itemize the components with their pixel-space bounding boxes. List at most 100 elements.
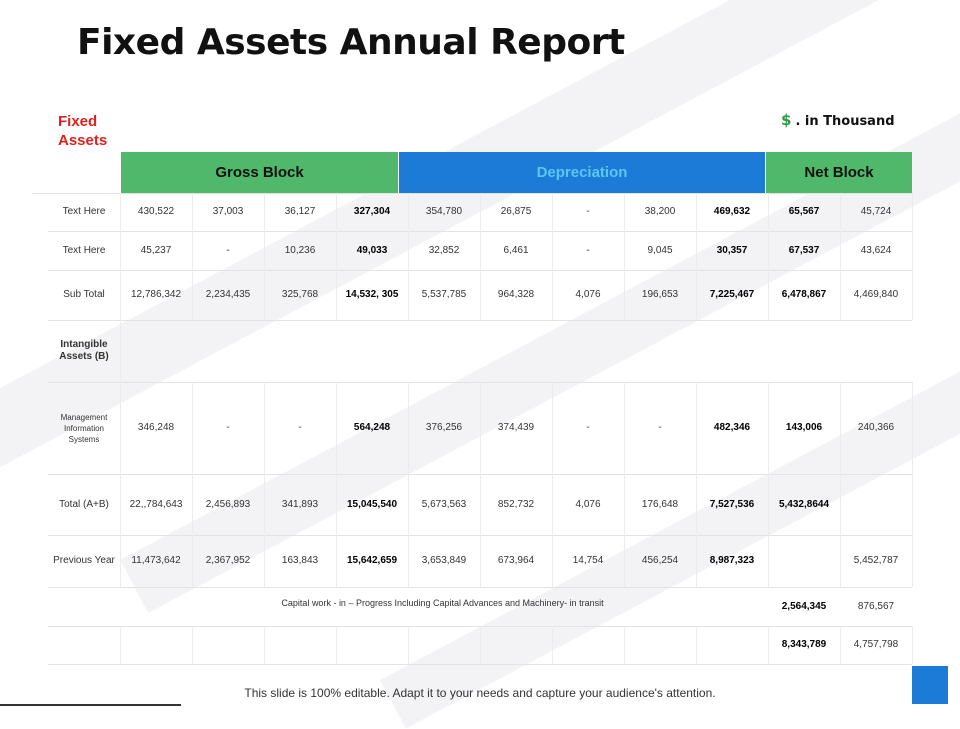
unit-label: $. in Thousand (781, 111, 895, 129)
depreciation-header: Depreciation (399, 152, 765, 193)
column-divider (840, 382, 841, 587)
table-cell: 852,732 (497, 498, 535, 510)
table-cell: 8,987,323 (709, 555, 755, 566)
column-divider (696, 193, 697, 320)
table-cell: - (658, 422, 662, 433)
column-divider (264, 382, 265, 587)
column-divider (768, 626, 769, 664)
column-divider (120, 193, 121, 320)
table-cell: 176,648 (641, 498, 679, 510)
dollar-icon: $ (781, 111, 792, 129)
final-total-value: 4,757,798 (853, 639, 899, 650)
row-label: Previous Year (53, 555, 115, 566)
cwip-value: 2,564,345 (781, 600, 827, 612)
table-cell: 5,537,785 (421, 289, 467, 300)
column-divider (696, 626, 697, 664)
table-cell: 143,006 (785, 422, 823, 433)
table-cell: 43,624 (860, 244, 892, 256)
table-cell: 5,432,8644 (778, 498, 830, 510)
table-cell: 3,653,849 (421, 555, 467, 566)
column-divider (192, 382, 193, 587)
table-cell: 9,045 (647, 244, 673, 256)
table-cell: 673,964 (497, 555, 535, 566)
row-label: Total (A+B) (59, 498, 109, 510)
column-divider (624, 193, 625, 320)
column-divider (120, 626, 121, 664)
section-label: Fixed Assets (58, 113, 108, 149)
table-cell: 4,469,840 (853, 289, 899, 300)
table-cell: - (226, 422, 230, 433)
table-cell: 4,076 (575, 289, 601, 300)
column-divider (552, 382, 553, 587)
row-divider (48, 320, 912, 321)
row-label: Text Here (62, 206, 106, 217)
table-cell: - (586, 206, 590, 217)
page-title: Fixed Assets Annual Report (77, 22, 625, 63)
table-cell: 163,843 (281, 555, 319, 566)
column-divider (336, 193, 337, 320)
table-cell: 346,248 (137, 422, 175, 433)
column-divider (480, 193, 481, 320)
column-divider (192, 193, 193, 320)
row-divider (48, 664, 912, 665)
column-divider (264, 193, 265, 320)
table-cell: 964,328 (497, 289, 535, 300)
column-divider (480, 382, 481, 587)
table-cell: 67,537 (788, 244, 820, 256)
table-cell: 65,567 (788, 206, 820, 217)
column-divider (840, 193, 841, 320)
table-cell: - (586, 422, 590, 433)
table-cell: 5,452,787 (853, 555, 899, 566)
column-divider (120, 320, 121, 382)
table-cell: - (226, 244, 230, 256)
column-divider (408, 626, 409, 664)
column-divider (912, 626, 913, 664)
column-divider (912, 193, 913, 320)
table-cell: 456,254 (641, 555, 679, 566)
table-cell: 4,076 (575, 498, 601, 510)
table-cell: 26,875 (500, 206, 532, 217)
table-cell: 32,852 (428, 244, 460, 256)
gross-block-header: Gross Block (121, 152, 398, 193)
column-divider (408, 193, 409, 320)
table-cell: 37,003 (212, 206, 244, 217)
table-cell: 354,780 (425, 206, 463, 217)
table-cell: 374,439 (497, 422, 535, 433)
row-label: Text Here (62, 244, 106, 256)
table-cell: 6,461 (503, 244, 529, 256)
cwip-value: 876,567 (857, 600, 895, 612)
table-cell: 14,754 (572, 555, 604, 566)
table-cell: 7,225,467 (709, 289, 755, 300)
table-cell: 2,367,952 (205, 555, 251, 566)
row-label: Management Information Systems (60, 412, 108, 444)
table-cell: 14,532, 305 (345, 289, 399, 300)
table-cell: 49,033 (356, 244, 388, 256)
cwip-label: Capital work - in – Progress Including C… (281, 598, 604, 608)
table-cell: 10,236 (284, 244, 316, 256)
table-cell: 327,304 (353, 206, 391, 217)
column-divider (480, 626, 481, 664)
row-divider (48, 587, 912, 588)
final-total-value: 8,343,789 (781, 639, 827, 650)
column-divider (336, 382, 337, 587)
table-cell: 5,673,563 (421, 498, 467, 510)
table-cell: - (586, 244, 590, 256)
table-cell: - (298, 422, 302, 433)
table-cell: 38,200 (644, 206, 676, 217)
column-divider (768, 382, 769, 587)
net-block-header: Net Block (766, 152, 912, 193)
table-cell: 482,346 (713, 422, 751, 433)
table-cell: 15,642,659 (346, 555, 398, 566)
footer-divider (0, 704, 181, 706)
table-cell: 341,893 (281, 498, 319, 510)
column-divider (264, 626, 265, 664)
column-divider (768, 193, 769, 320)
table-cell: 45,237 (140, 244, 172, 256)
column-divider (840, 626, 841, 664)
column-divider (192, 626, 193, 664)
column-divider (624, 382, 625, 587)
row-label: Intangible Assets (B) (59, 339, 109, 362)
table-cell: 36,127 (284, 206, 316, 217)
footer-text: This slide is 100% editable. Adapt it to… (244, 686, 716, 700)
column-divider (552, 626, 553, 664)
